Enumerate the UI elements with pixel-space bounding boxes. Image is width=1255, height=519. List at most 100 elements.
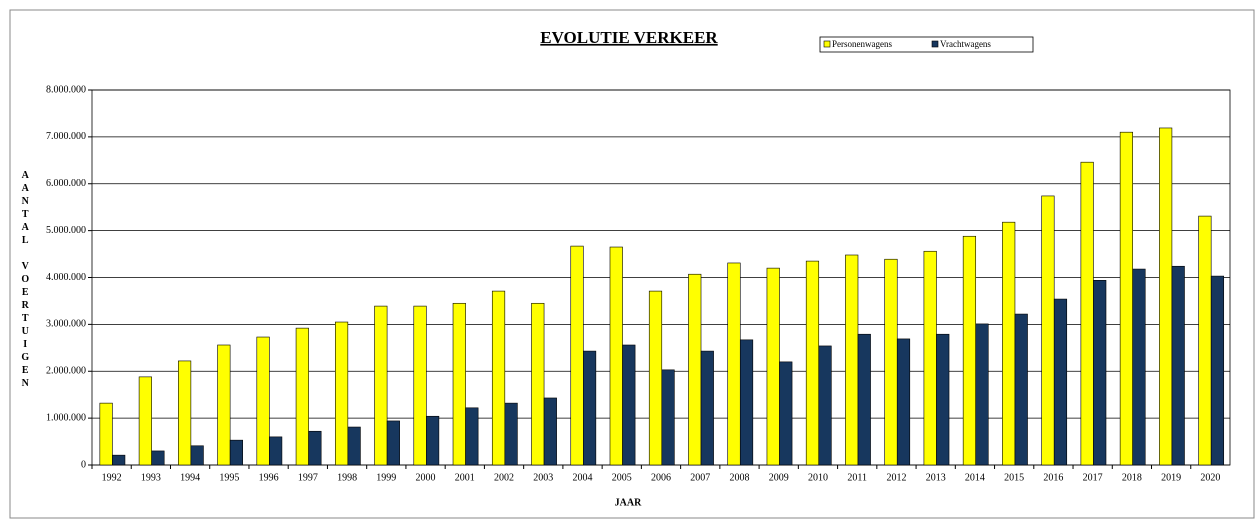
legend-swatch [823,40,831,48]
legend-label: Personenwagens [832,39,892,49]
bar [413,305,427,466]
bar [1041,195,1055,466]
bar [1002,221,1016,466]
x-tick-label: 2020 [1200,472,1220,483]
bar [1198,215,1212,466]
bar [190,445,204,466]
bar [622,344,636,466]
x-tick-label: 1993 [141,472,161,483]
bar [648,290,663,466]
bar [491,290,506,466]
bar [504,402,518,466]
x-tick-label: 1998 [337,472,357,483]
bar [1093,280,1107,466]
x-tick-label: 2004 [573,472,593,483]
bar [661,369,675,466]
bar [779,361,793,466]
y-tick-label: 8.000.000 [46,84,86,95]
x-tick-label: 1992 [102,472,122,483]
x-tick-label: 1997 [298,472,318,483]
bar [884,258,898,466]
x-tick-label: 2018 [1122,472,1142,483]
x-tick-label: 2015 [1004,472,1024,483]
bar [465,407,479,466]
bar [845,254,859,466]
bar [1053,298,1068,466]
bar [347,426,361,466]
bar [1210,275,1225,466]
x-tick-label: 2000 [416,472,436,483]
y-tick-label: 5.000.000 [46,225,86,236]
x-tick-label: 2009 [769,472,789,483]
y-tick-label: 2.000.000 [46,366,86,377]
x-tick-label: 1999 [376,472,396,483]
bar [99,402,113,466]
bar [308,430,322,466]
x-tick-label: 2013 [926,472,946,483]
bar [766,267,780,466]
bar [857,333,871,466]
bar [1132,268,1146,466]
bar [570,245,584,466]
x-tick-label: 2012 [886,472,906,483]
x-tick-label: 2016 [1043,472,1063,483]
bar [426,415,440,466]
y-tick-label: 1.000.000 [46,412,86,423]
y-tick-label: 6.000.000 [46,178,86,189]
x-tick-label: 2008 [729,472,749,483]
bar [1159,127,1173,466]
x-axis-title: JAAR [615,497,642,508]
bar [739,339,754,466]
legend-box [819,36,1034,53]
bar [1119,131,1133,466]
bar [452,302,466,466]
bar [269,436,283,466]
bar [975,323,989,466]
x-tick-label: 1996 [259,472,279,483]
bar [896,338,911,466]
bar [700,350,714,466]
bar [543,397,557,466]
x-tick-label: 1995 [219,472,239,483]
bar [374,305,388,466]
y-axis-title: AANTAL VOERTUIGEN [20,170,31,391]
bar [609,246,623,466]
bar [386,420,400,466]
bar [727,262,741,466]
x-tick-label: 2002 [494,472,514,483]
x-tick-label: 2011 [847,472,867,483]
legend-label: Vrachtwagens [940,39,991,49]
x-tick-label: 2014 [965,472,985,483]
bar [229,439,243,466]
legend-swatch [931,40,939,48]
bar [138,376,152,466]
x-tick-label: 2017 [1083,472,1103,483]
bar [295,327,309,466]
bar [334,321,349,466]
x-tick-label: 2019 [1161,472,1181,483]
bar [923,250,937,466]
x-tick-label: 1994 [180,472,200,483]
bar [112,454,126,466]
y-tick-label: 0 [81,459,86,470]
y-tick-label: 4.000.000 [46,272,86,283]
bar [962,235,977,466]
bar [256,336,270,466]
x-tick-label: 2005 [612,472,632,483]
chart-title: EVOLUTIE VERKEER [540,28,718,47]
x-tick-label: 2001 [455,472,475,483]
x-tick-label: 2010 [808,472,828,483]
x-tick-label: 2007 [690,472,710,483]
bar [178,360,192,466]
bar [531,302,545,466]
bar [818,345,832,466]
bar [217,344,231,466]
bar [583,350,597,466]
bar [805,260,820,466]
x-tick-label: 2006 [651,472,671,483]
bar [936,333,950,466]
bar [151,450,165,466]
bar [1014,313,1028,466]
bar [1171,265,1185,466]
